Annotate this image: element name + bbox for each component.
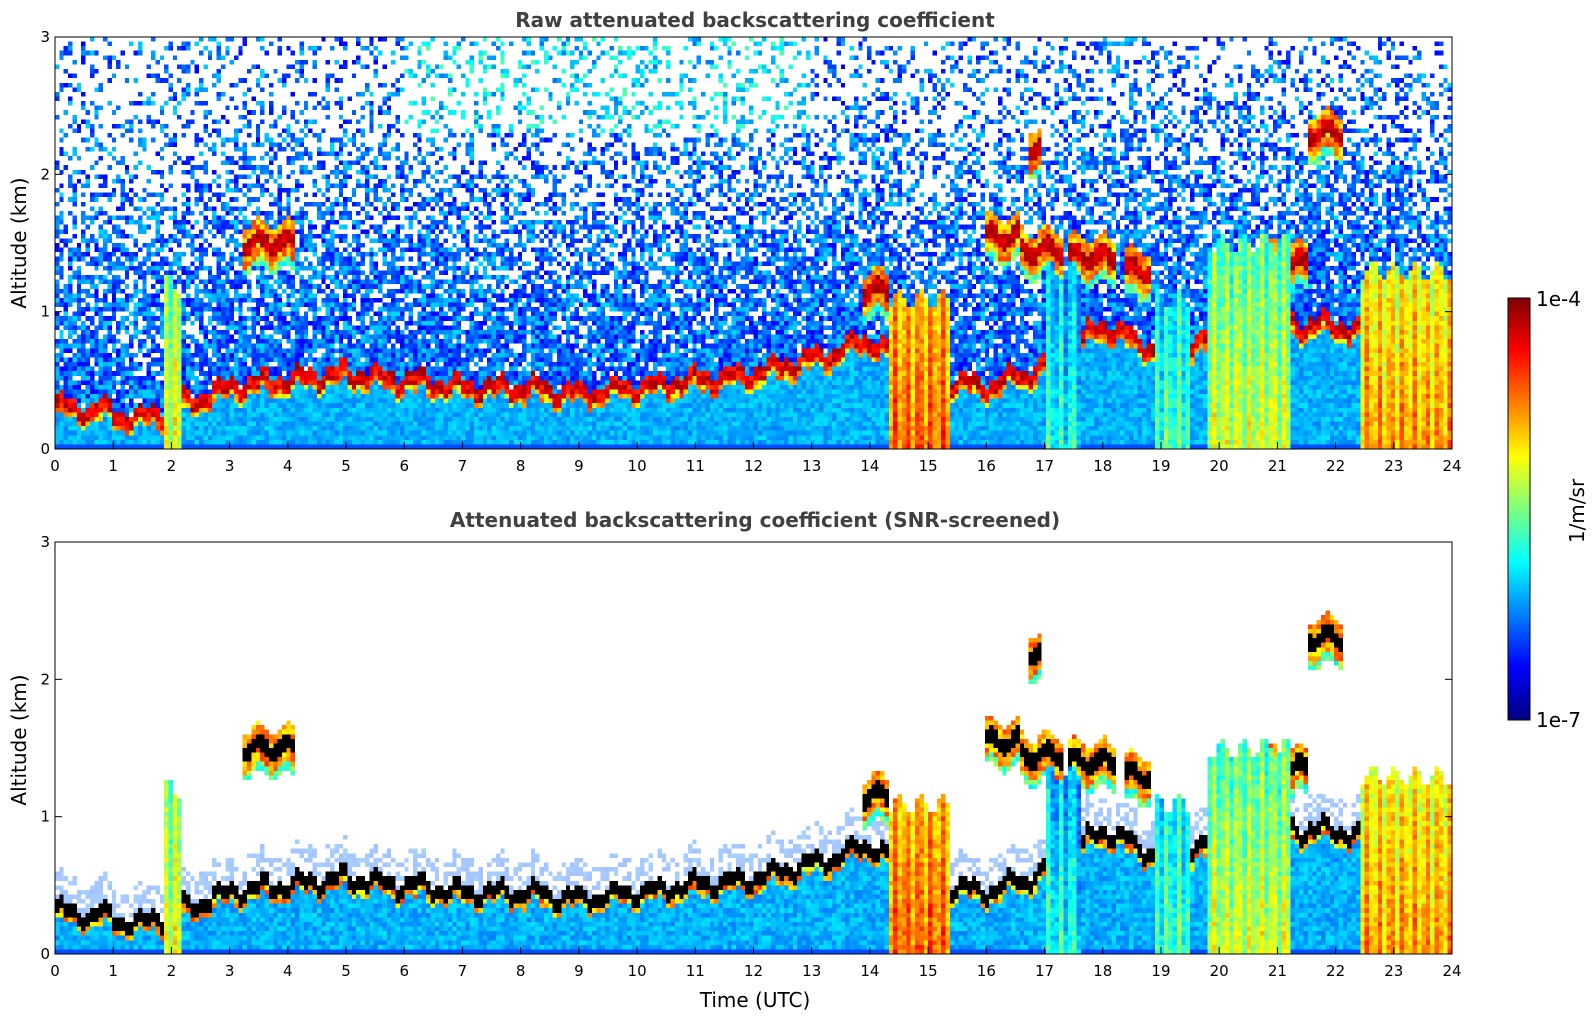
x-tick-label: 6: [399, 457, 409, 475]
x-tick-label: 2: [167, 457, 177, 475]
x-tick-label: 1: [108, 962, 118, 980]
panel2-plot-area: [55, 542, 1452, 954]
x-tick-label: 2: [167, 962, 177, 980]
x-tick-label: 8: [516, 962, 526, 980]
x-tick-label: 18: [1093, 457, 1112, 475]
colorbar-max-label: 1e-4: [1536, 287, 1581, 311]
x-tick-label: 1: [108, 457, 118, 475]
x-tick-label: 11: [686, 962, 705, 980]
y-tick-label: 1: [40, 808, 50, 826]
x-tick-label: 0: [50, 457, 60, 475]
x-tick-label: 3: [225, 962, 235, 980]
x-tick-label: 19: [1151, 457, 1170, 475]
x-tick-label: 10: [628, 457, 647, 475]
x-tick-label: 15: [919, 457, 938, 475]
x-tick-label: 24: [1442, 962, 1461, 980]
y-tick-label: 1: [40, 303, 50, 321]
x-tick-label: 12: [744, 457, 763, 475]
x-tick-label: 6: [399, 962, 409, 980]
x-tick-label: 13: [802, 457, 821, 475]
y-tick-label: 0: [40, 945, 50, 963]
y-tick-label: 0: [40, 440, 50, 458]
x-tick-label: 20: [1210, 962, 1229, 980]
x-tick-label: 0: [50, 962, 60, 980]
x-tick-label: 23: [1384, 457, 1403, 475]
x-tick-label: 12: [744, 962, 763, 980]
x-tick-label: 14: [860, 962, 879, 980]
colorbar-gradient: [1507, 297, 1531, 721]
colorbar-unit-label: 1/m/sr: [1565, 478, 1589, 543]
panel2-title: Attenuated backscattering coefficient (S…: [450, 508, 1060, 532]
x-tick-label: 7: [458, 962, 468, 980]
x-tick-label: 22: [1326, 457, 1345, 475]
x-tick-label: 4: [283, 962, 293, 980]
snr-screened-panel: Attenuated backscattering coefficient (S…: [7, 508, 1462, 1012]
x-tick-label: 17: [1035, 457, 1054, 475]
x-tick-label: 3: [225, 457, 235, 475]
x-tick-label: 20: [1210, 457, 1229, 475]
x-tick-label: 17: [1035, 962, 1054, 980]
y-tick-label: 2: [40, 670, 50, 688]
panel1-title: Raw attenuated backscattering coefficien…: [515, 8, 995, 32]
panel1-plot-area: [55, 37, 1452, 449]
x-tick-label: 16: [977, 457, 996, 475]
x-tick-label: 24: [1442, 457, 1461, 475]
x-tick-label: 15: [919, 962, 938, 980]
raw-backscatter-panel: Raw attenuated backscattering coefficien…: [7, 8, 1462, 475]
x-tick-label: 14: [860, 457, 879, 475]
x-tick-label: 7: [458, 457, 468, 475]
x-tick-label: 8: [516, 457, 526, 475]
x-tick-label: 23: [1384, 962, 1403, 980]
x-tick-label: 16: [977, 962, 996, 980]
panel2-ylabel: Altitude (km): [7, 674, 31, 805]
x-tick-label: 11: [686, 457, 705, 475]
x-tick-label: 9: [574, 962, 584, 980]
panel1-axes: 0 1 2 3 4 5 6 7 8 9 10 11 12 13 14 15 16 17 18 19 20 21 22 23 24…: [40, 28, 1461, 475]
x-tick-label: 21: [1268, 962, 1287, 980]
x-tick-label: 4: [283, 457, 293, 475]
x-tick-label: 5: [341, 962, 351, 980]
x-tick-label: 21: [1268, 457, 1287, 475]
colorbar-min-label: 1e-7: [1536, 708, 1581, 732]
y-tick-label: 3: [40, 533, 50, 551]
panel1-ylabel: Altitude (km): [7, 177, 31, 308]
panel2-xlabel: Time (UTC): [699, 988, 811, 1012]
x-tick-label: 10: [628, 962, 647, 980]
x-tick-label: 5: [341, 457, 351, 475]
snr-screened-heatmap-image: [55, 542, 1452, 954]
x-tick-label: 22: [1326, 962, 1345, 980]
y-tick-label: 3: [40, 28, 50, 46]
x-tick-label: 9: [574, 457, 584, 475]
colorbar: 1e-4 1e-7 1/m/sr: [1507, 287, 1589, 732]
raw-heatmap-image: [55, 37, 1452, 449]
x-tick-label: 18: [1093, 962, 1112, 980]
y-tick-label: 2: [40, 165, 50, 183]
panel2-axes: 0 1 2 3 4 5 6 7 8 9 10 11 12 13 14 15 16 17 18 19 20 21 22 23 24…: [40, 533, 1461, 980]
x-tick-label: 19: [1151, 962, 1170, 980]
x-tick-label: 13: [802, 962, 821, 980]
